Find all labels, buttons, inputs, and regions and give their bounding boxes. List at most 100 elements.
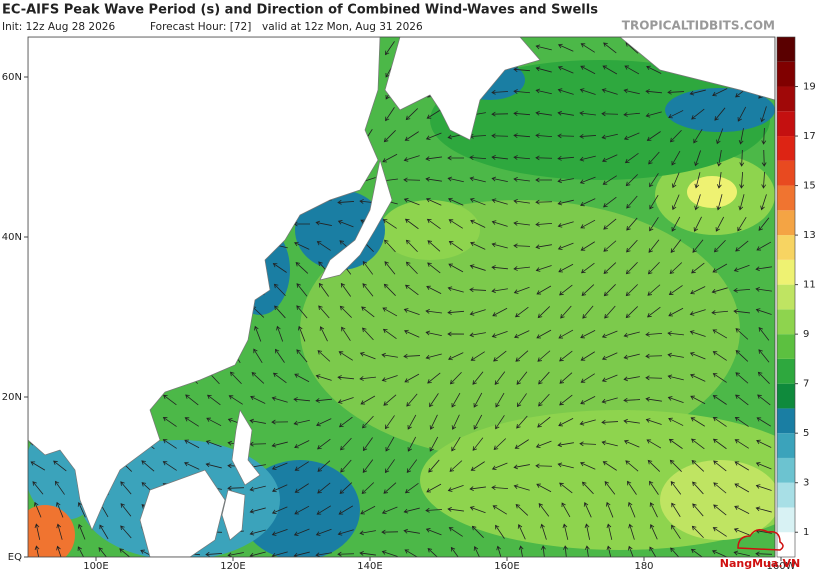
colorbar-bin xyxy=(777,284,795,310)
arrow xyxy=(671,502,681,517)
arrow xyxy=(33,501,42,518)
arrow xyxy=(714,107,726,121)
arrow xyxy=(426,218,441,230)
arrow xyxy=(77,546,85,557)
arrow xyxy=(540,523,547,540)
arrow xyxy=(272,372,287,384)
arrow xyxy=(583,501,592,518)
arrow xyxy=(385,436,395,452)
arrow xyxy=(469,486,486,492)
arrow xyxy=(538,371,550,385)
arrow xyxy=(649,480,659,495)
arrow xyxy=(735,349,749,362)
arrow xyxy=(668,110,684,119)
arrow xyxy=(30,461,46,471)
arrow xyxy=(359,376,376,381)
arrow xyxy=(513,198,530,204)
arrow xyxy=(162,394,177,406)
arrow xyxy=(689,330,706,337)
arrow xyxy=(712,263,728,273)
arrow xyxy=(694,194,701,211)
arrow xyxy=(580,461,596,470)
arrow xyxy=(294,241,310,250)
arrow xyxy=(667,352,684,358)
arrow xyxy=(627,480,637,495)
arrow xyxy=(403,155,420,162)
asia-mainland xyxy=(28,37,381,531)
arrow xyxy=(513,266,530,271)
arrow xyxy=(362,283,374,297)
arrow xyxy=(407,436,417,452)
arrow xyxy=(584,523,591,540)
arrow xyxy=(469,287,487,293)
arrow xyxy=(757,394,771,406)
arrow xyxy=(557,178,574,184)
arrow xyxy=(316,505,332,515)
arrow xyxy=(340,282,352,297)
arrow xyxy=(360,395,376,405)
arrow xyxy=(274,305,286,319)
arrow xyxy=(690,373,706,382)
arrow xyxy=(425,309,442,314)
arrow xyxy=(627,501,636,518)
arrow xyxy=(535,177,553,183)
arrow xyxy=(296,305,308,319)
site-credit: TROPICALTIDBITS.COM xyxy=(622,19,775,33)
arrow xyxy=(249,507,266,514)
arrow xyxy=(451,414,460,430)
arrow xyxy=(491,176,508,183)
lon-label: 120E xyxy=(220,561,245,572)
arrow xyxy=(337,551,355,557)
arrow xyxy=(385,41,395,56)
arrow xyxy=(469,198,486,206)
arrow xyxy=(734,505,750,515)
arrow xyxy=(448,527,463,537)
shade xyxy=(28,505,75,557)
arrow xyxy=(120,525,132,539)
arrow xyxy=(184,461,200,470)
arrow xyxy=(690,548,703,557)
arrow xyxy=(667,89,685,95)
arrow xyxy=(448,241,463,251)
arrow xyxy=(690,286,706,295)
arrow xyxy=(469,155,487,161)
arrow xyxy=(580,198,596,207)
arrow xyxy=(516,415,528,429)
arrow xyxy=(755,286,772,292)
arrow xyxy=(450,546,459,557)
arrow xyxy=(271,419,289,425)
arrow xyxy=(515,504,529,516)
shade xyxy=(665,88,775,132)
arrow xyxy=(669,262,683,275)
arrow xyxy=(535,133,553,139)
arrow xyxy=(735,372,749,384)
arrow xyxy=(605,501,614,518)
arrow xyxy=(381,529,399,535)
arrow xyxy=(337,397,354,404)
arrow xyxy=(712,351,727,361)
arrow xyxy=(403,177,421,183)
arrow xyxy=(756,241,772,251)
arrow xyxy=(535,155,553,161)
arrow xyxy=(668,438,683,449)
arrow xyxy=(473,392,483,408)
arrow xyxy=(649,546,657,557)
arrow xyxy=(580,262,595,274)
colorbar-bin xyxy=(777,235,795,260)
arrow xyxy=(403,329,420,338)
arrow xyxy=(557,221,574,228)
arrow xyxy=(427,372,441,384)
colorbar-bin xyxy=(777,160,795,186)
arrow xyxy=(671,216,681,232)
arrow xyxy=(623,132,640,141)
arrow xyxy=(559,394,573,406)
arrow xyxy=(580,219,596,229)
arrow xyxy=(381,352,398,358)
arrow xyxy=(712,527,727,537)
arrow xyxy=(645,353,663,359)
arrow xyxy=(625,306,638,319)
colorbar-bin xyxy=(777,185,795,211)
arrow xyxy=(557,442,574,448)
arrow xyxy=(470,461,485,471)
arrow xyxy=(491,111,509,117)
